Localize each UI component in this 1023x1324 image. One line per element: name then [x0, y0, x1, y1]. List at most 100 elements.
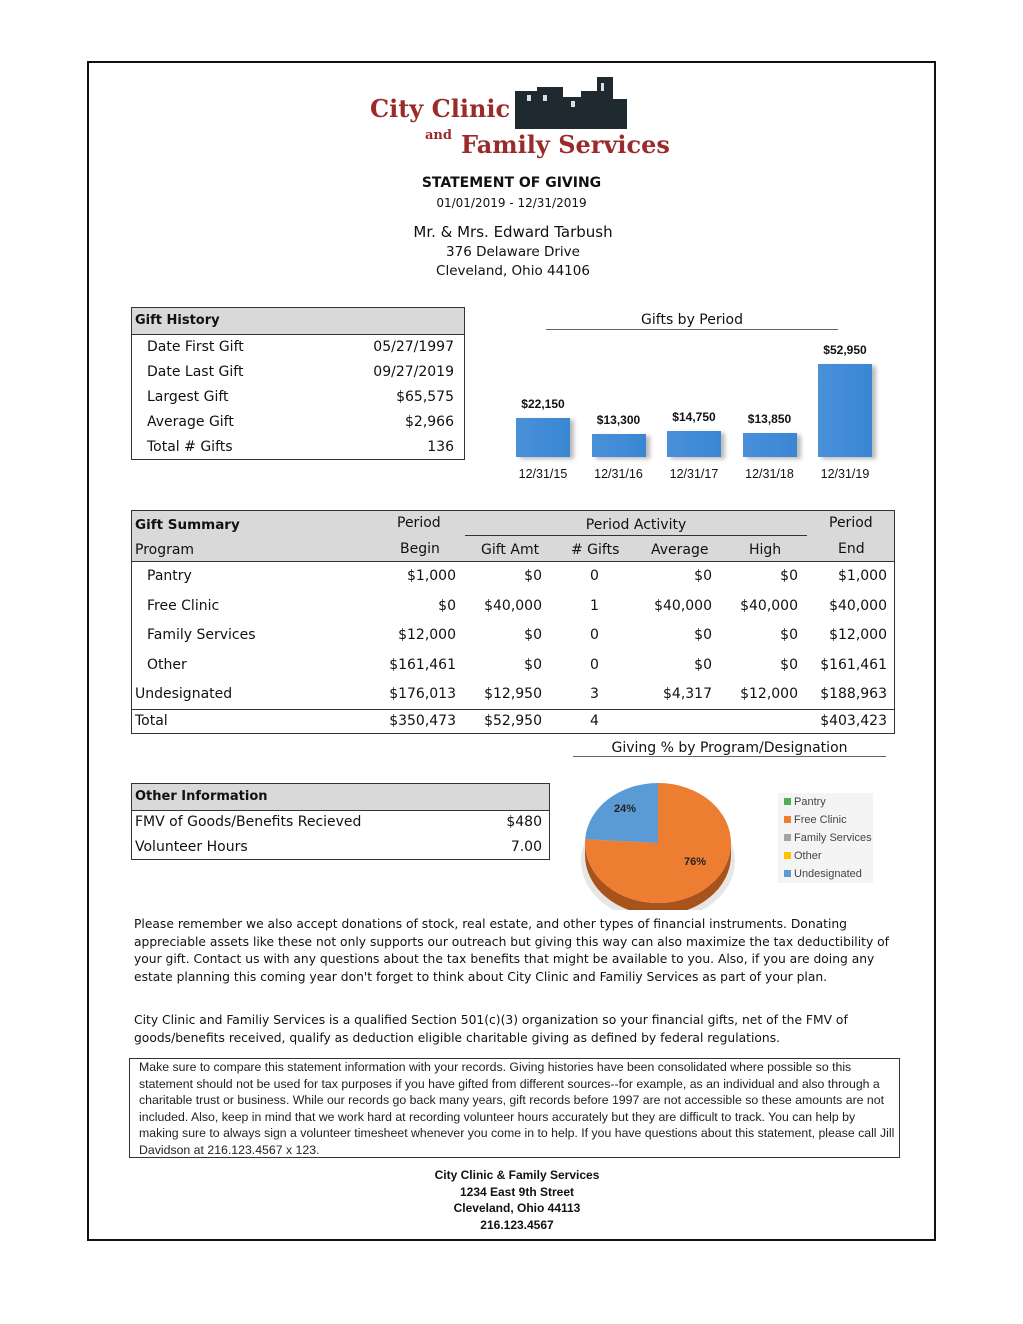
period-end-header-2: End [838, 541, 865, 557]
summary-end: $188,963 [820, 686, 887, 702]
gift-summary-table: Gift Summary Program Period Begin Period… [131, 510, 895, 734]
legend-swatch [784, 834, 791, 841]
summary-title: Gift Summary [135, 517, 240, 533]
footer-address: City Clinic & Family Services 1234 East … [0, 1167, 1023, 1233]
legend-item: Family Services [784, 832, 872, 844]
summary-begin: $176,013 [389, 686, 456, 702]
donor-address: 376 Delaware Drive [446, 244, 580, 260]
pie-slice-free-clinic [585, 783, 731, 903]
summary-high: $12,000 [740, 686, 798, 702]
summary-gifts: 3 [590, 686, 599, 702]
bar-value-label: $22,150 [521, 397, 565, 412]
pie-label-free-clinic: 76% [684, 856, 706, 868]
fmv-value: $480 [506, 814, 542, 830]
legend-item: Undesignated [784, 868, 862, 880]
bar [591, 433, 646, 457]
col-average: Average [651, 542, 709, 558]
summary-amt: $40,000 [484, 597, 542, 614]
bar-category-label: 12/31/17 [669, 467, 719, 481]
summary-high: $40,000 [740, 597, 798, 614]
summary-begin: $350,473 [389, 713, 456, 729]
donor-name: Mr. & Mrs. Edward Tarbush [413, 223, 613, 241]
pie-legend: Pantry Free Clinic Family Services Other Und… [778, 793, 873, 883]
legend-label: Family Services [794, 832, 872, 844]
statement-title: STATEMENT OF GIVING [421, 175, 602, 191]
summary-end: $403,423 [820, 713, 887, 729]
period-begin-header-2: Begin [400, 541, 440, 557]
gift-history-value: 05/27/1997 [373, 339, 454, 355]
fmv-label: FMV of Goods/Benefits Recieved [135, 814, 362, 830]
bar [742, 432, 797, 457]
legend-item: Other [784, 850, 822, 862]
summary-program: Undesignated [135, 686, 233, 702]
summary-program: Pantry [147, 568, 192, 584]
gift-history-value: $65,575 [396, 389, 454, 405]
bar-category-label: 12/31/15 [518, 467, 568, 481]
summary-gifts: 4 [590, 713, 599, 729]
legend-swatch [784, 798, 791, 805]
legend-label: Pantry [794, 796, 826, 808]
summary-begin: $1,000 [407, 568, 456, 584]
summary-program: Total [135, 713, 168, 729]
summary-begin: $161,461 [389, 656, 456, 673]
legend-label: Free Clinic [794, 814, 847, 826]
summary-avg: $4,317 [663, 686, 712, 702]
summary-high: $0 [780, 627, 798, 643]
gift-history-value: $2,966 [405, 414, 454, 430]
gift-history-value: 09/27/2019 [373, 364, 454, 380]
gift-history-label: Average Gift [147, 414, 234, 430]
legend-label: Other [794, 850, 822, 862]
gift-history-value: 136 [427, 439, 454, 455]
col-num-gifts: # Gifts [571, 542, 620, 558]
bar [667, 431, 721, 457]
pie-chart-title: Giving % by Program/Designation [573, 740, 886, 757]
bar [516, 418, 570, 457]
bar-value-label: $13,300 [596, 412, 641, 427]
summary-program: Family Services [147, 627, 256, 643]
volunteer-hours-value: 7.00 [510, 839, 542, 855]
footer-street: 1234 East 9th Street [459, 1184, 575, 1199]
donation-info-paragraph: Please remember we also accept donations… [134, 917, 889, 984]
legend-item: Pantry [784, 796, 826, 808]
summary-amt: $0 [524, 627, 542, 643]
summary-avg: $40,000 [654, 597, 712, 614]
pie-label-undesignated: 24% [614, 803, 636, 815]
tax-status-paragraph: City Clinic and Familiy Services is a qu… [134, 1013, 848, 1045]
summary-gifts: 0 [590, 627, 599, 643]
summary-end: $1,000 [838, 568, 887, 584]
gift-history-title: Gift History [132, 308, 464, 335]
bar-category-label: 12/31/18 [745, 467, 794, 481]
logo-family-services: Family Services [461, 130, 670, 159]
bar-value-label: $52,950 [823, 343, 867, 357]
legend-label: Undesignated [794, 868, 862, 880]
summary-gifts: 0 [590, 656, 599, 673]
summary-gifts: 0 [590, 568, 599, 584]
records-note: Make sure to compare this statement info… [129, 1058, 900, 1158]
summary-amt: $52,950 [484, 713, 542, 729]
summary-avg: $0 [694, 656, 712, 673]
legend-swatch [784, 870, 791, 877]
legend-item: Free Clinic [784, 814, 847, 826]
period-end-header-1: Period [829, 515, 873, 531]
summary-end: $161,461 [820, 656, 887, 673]
logo-city-clinic: City Clinic [370, 94, 511, 123]
summary-program: Other [147, 656, 187, 673]
bar-category-label: 12/31/16 [594, 467, 643, 481]
footer-phone: 216.123.4567 [480, 1217, 554, 1232]
city-skyline-logo-icon [515, 77, 627, 129]
summary-amt: $0 [524, 656, 542, 673]
bar-value-label: $13,850 [747, 411, 792, 426]
statement-period: 01/01/2019 - 12/31/2019 [436, 196, 587, 210]
gift-history-label: Total # Gifts [147, 439, 233, 455]
gift-history-box: Gift History Date First Gift 05/27/1997 Da… [131, 307, 465, 460]
gift-history-label: Date First Gift [147, 339, 244, 355]
page-border [87, 61, 936, 1241]
pie-slice-undesignated [585, 783, 658, 843]
summary-avg: $0 [694, 568, 712, 584]
summary-avg: $0 [694, 627, 712, 643]
gift-history-label: Date Last Gift [147, 364, 244, 380]
pie-chart: 24% 76% [581, 783, 735, 910]
footer-org: City Clinic & Family Services [434, 1168, 600, 1182]
summary-header [132, 511, 894, 562]
